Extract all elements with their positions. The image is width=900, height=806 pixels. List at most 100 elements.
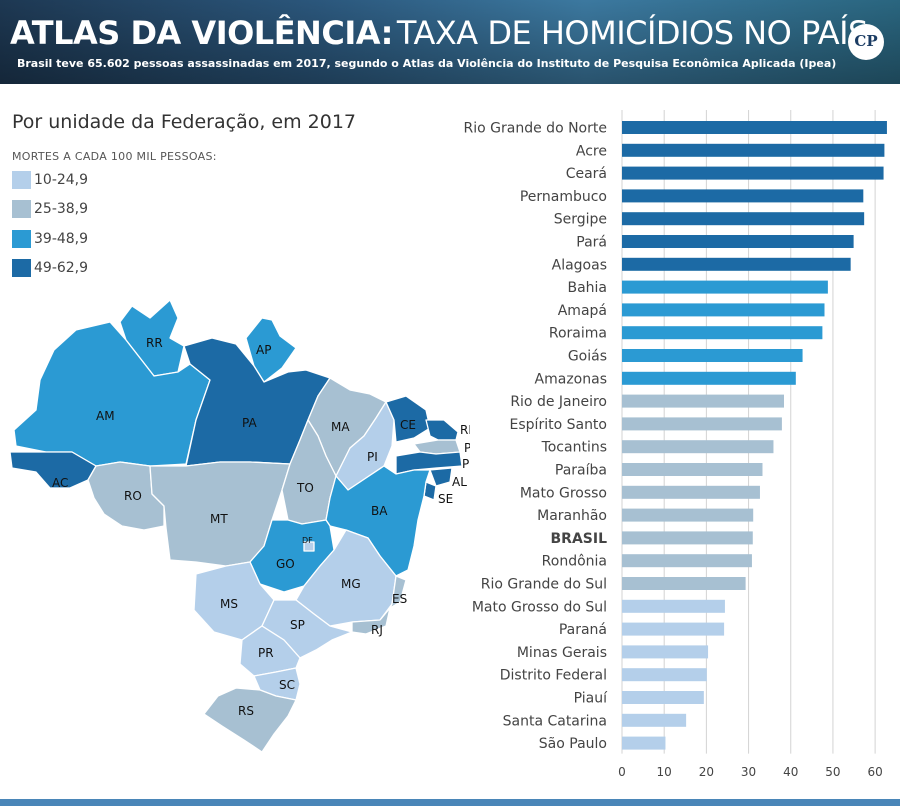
bar [622,668,707,682]
category-label: Bahia [567,280,607,296]
category-label: Pernambuco [520,189,607,205]
category-label: Rio Grande do Norte [464,121,607,137]
legend-swatch [12,200,31,218]
state-label: RR [146,336,163,350]
legend-label: 10-24,9 [34,172,89,188]
state-label: SE [438,492,453,506]
x-tick-label: 60 [867,765,882,779]
title-bold: ATLAS DA VIOLÊNCIA: [10,14,393,52]
banner-shade [0,0,900,84]
category-labels: Rio Grande do Norte Acre Ceará Pernambuco Se… [464,121,609,753]
state-ac [9,451,97,489]
state-label: PI [367,450,378,464]
category-label: Roraima [549,326,607,342]
x-tick-label: 10 [657,765,672,779]
state-label: PR [258,646,274,660]
state-label: TO [296,481,314,495]
category-label: Rondônia [542,554,607,570]
category-label: Amazonas [535,371,607,387]
category-label: Mato Grosso do Sul [472,599,607,615]
brazil-map: RR AP AM PA AC RO MT MA TO PI CE RN PB P… [9,300,470,753]
bar [622,212,865,226]
category-label: Rio de Janeiro [510,394,607,410]
state-label: RO [124,489,142,503]
category-label: Paraíba [555,463,607,479]
bar [622,599,725,613]
category-label: Goiás [568,349,607,365]
category-label: São Paulo [539,736,607,752]
state-ro [87,461,165,531]
bar [622,691,704,704]
legend-swatch [12,171,31,189]
bar [622,143,885,157]
map-title: Por unidade da Federação, em 2017 [12,111,357,133]
bar [622,166,884,180]
bar [622,508,754,522]
state-label: MS [220,597,238,611]
bar [622,394,784,408]
state-label: DF [302,536,313,545]
header-banner: ATLAS DA VIOLÊNCIA: TAXA DE HOMICÍDIOS NO… [0,0,900,84]
category-label: Acre [576,143,607,159]
category-label: Maranhão [537,508,607,524]
bars-layer [622,121,887,750]
bar [622,440,774,454]
state-label: RJ [371,623,383,637]
category-label: Rio Grande do Sul [481,577,607,593]
page-subtitle: Brasil teve 65.602 pessoas assassinadas … [17,57,837,70]
bar [622,417,782,431]
state-label: ES [392,592,407,606]
state-label: PE [462,457,470,471]
state-label: SC [279,678,295,692]
category-label: Tocantins [541,440,607,456]
bar [622,371,796,385]
state-label: AM [96,409,115,423]
state-label: MA [331,420,350,434]
state-label: MG [341,577,361,591]
bar [622,463,763,476]
footer-bar [0,799,900,806]
category-label: Distrito Federal [500,668,607,684]
category-label: Sergipe [554,212,607,228]
category-label: Alagoas [552,257,607,273]
bar [622,713,687,727]
bar [622,326,823,340]
bar [622,485,760,499]
title-light: TAXA DE HOMICÍDIOS NO PAÍS [396,14,868,52]
legend-swatch [12,259,31,277]
bar [622,189,864,203]
x-tick-label: 0 [618,765,626,779]
legend-label: 39-48,9 [34,231,89,247]
state-ce [385,395,431,443]
bar [622,280,828,294]
state-label: CE [400,418,416,432]
state-label: PB [464,441,470,455]
x-tick-label: 20 [699,765,714,779]
state-label: AP [256,343,271,357]
category-label: Santa Catarina [503,713,607,729]
state-es [389,575,407,609]
state-label: SP [290,618,305,632]
bar [622,577,746,590]
bar [622,235,854,248]
legend-title: MORTES A CADA 100 MIL PESSOAS: [12,150,217,163]
legend-label: 25-38,9 [34,201,89,217]
x-tick-label: 40 [783,765,798,779]
publisher-logo: CP [848,24,884,60]
state-label: PA [242,416,257,430]
state-label: AC [52,476,68,490]
homicide-rate-bar-chart: Rio Grande do Norte Acre Ceará Pernambuco Se… [464,110,887,779]
bar [622,531,753,545]
state-label: GO [276,557,295,571]
state-label: AL [452,475,467,489]
state-label: RN [460,423,470,437]
x-axis-ticks: 0 10 20 30 40 50 60 [618,765,883,779]
bar [622,303,825,317]
category-label: Minas Gerais [517,645,607,661]
bar [622,349,803,362]
x-tick-label: 50 [825,765,840,779]
category-label: Amapá [558,303,607,319]
category-label: Ceará [566,166,607,182]
page-title: ATLAS DA VIOLÊNCIA: TAXA DE HOMICÍDIOS NO… [10,14,868,52]
x-tick-label: 30 [741,765,756,779]
